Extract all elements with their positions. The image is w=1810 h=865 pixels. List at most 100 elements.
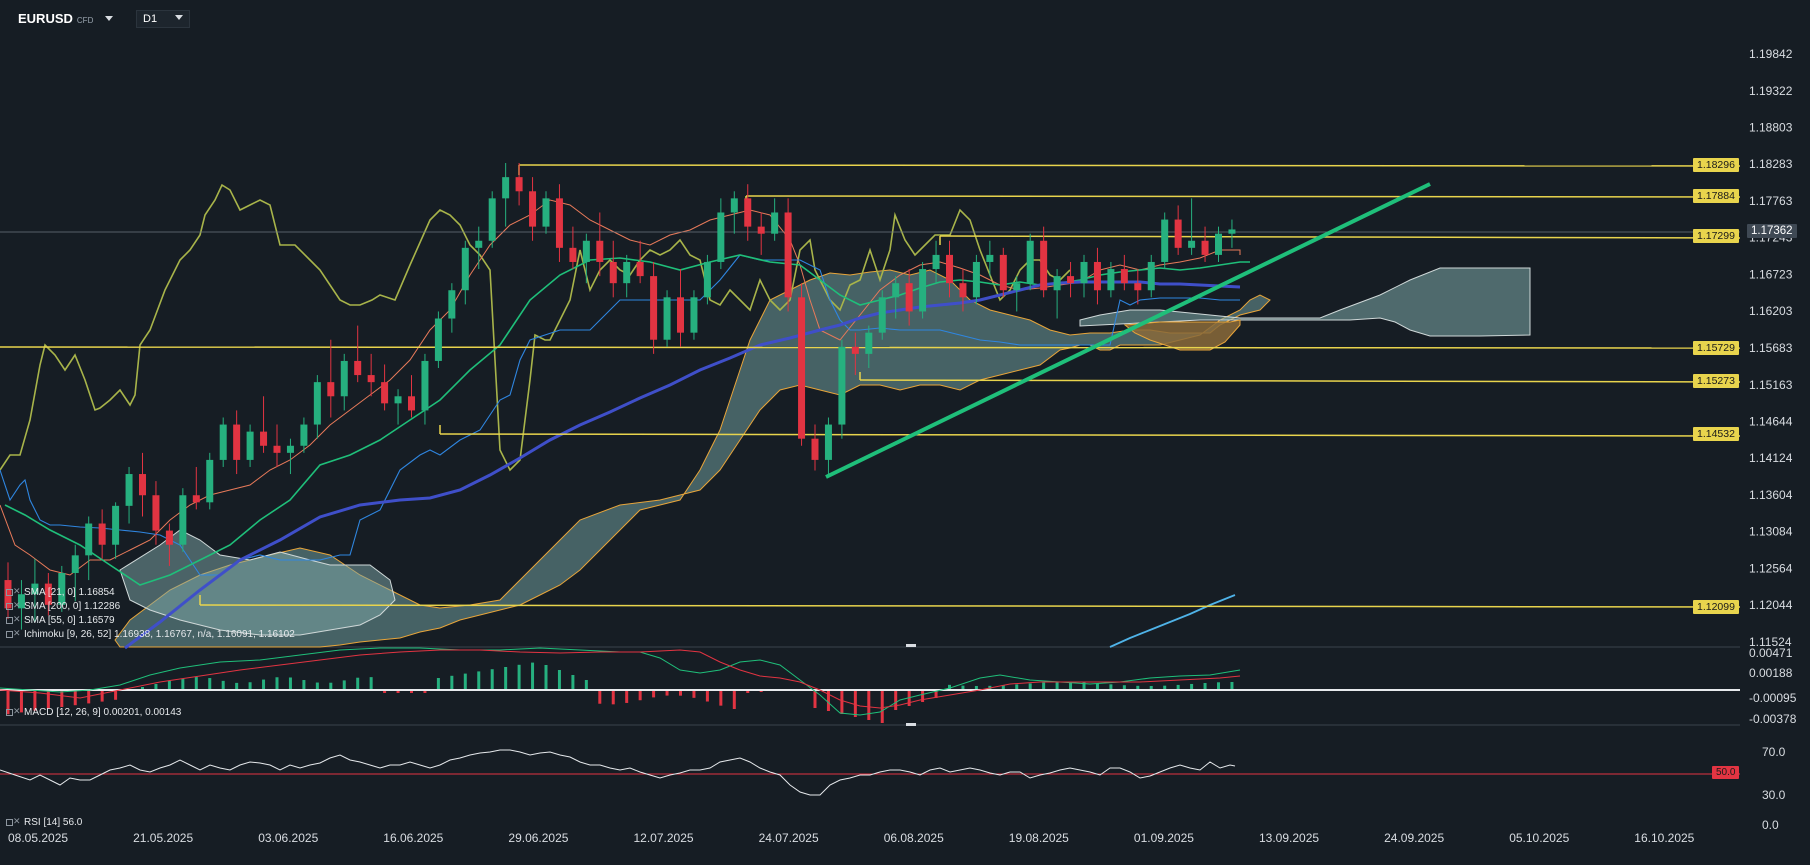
date-axis-label: 21.05.2025 [133, 831, 193, 845]
candle-body [354, 360, 362, 376]
macd-histogram-bar [1217, 682, 1220, 690]
trendline[interactable] [825, 182, 1431, 479]
date-axis[interactable]: 08.05.2025 21.05.2025 03.06.2025 16.06.2025… [8, 831, 1695, 845]
eye-icon[interactable] [6, 614, 21, 625]
candle-body [152, 495, 160, 531]
macd-histogram-bar [60, 690, 64, 707]
macd-axis-label: -0.00378 [1749, 712, 1797, 726]
price-axis[interactable]: 1.198421.193221.188031.182831.177631.172… [1749, 47, 1793, 649]
candle-body [98, 523, 106, 545]
eye-icon[interactable] [6, 706, 21, 717]
date-axis-label: 13.09.2025 [1259, 831, 1319, 845]
candle-body [165, 530, 173, 545]
legend-sma21[interactable]: SMA [21, 0] 1.16854 [6, 586, 115, 598]
eye-icon[interactable] [6, 586, 21, 597]
candle-body [488, 198, 496, 241]
macd-histogram-bar [396, 690, 400, 693]
candle-body [206, 459, 214, 503]
macd-histogram-bar [1230, 682, 1234, 690]
macd-histogram-bar [329, 682, 333, 690]
macd-histogram-bar [315, 682, 319, 690]
candle-body [1053, 276, 1061, 291]
macd-histogram-bar [1176, 684, 1180, 690]
candle-body [878, 297, 886, 333]
eye-icon[interactable] [6, 600, 21, 611]
macd-histogram-bar [1028, 683, 1032, 690]
level-line-115273[interactable] [859, 379, 1741, 383]
macd-histogram-bar [1015, 684, 1019, 690]
macd-histogram-bar [342, 680, 346, 690]
legend-sma200[interactable]: SMA [200, 0] 1.12286 [6, 600, 121, 612]
macd-histogram-bar [961, 685, 965, 690]
date-axis-label: 06.08.2025 [884, 831, 944, 845]
candle-body [609, 261, 617, 284]
candle-body [1026, 240, 1034, 284]
macd-histogram-bar [383, 690, 387, 693]
candle-body [408, 396, 415, 411]
rsi-axis: 70.0 30.0 0.0 [1762, 745, 1786, 832]
candle-body [1201, 240, 1209, 255]
chart-toolbar: EURUSD CFD D1 [0, 0, 1810, 36]
pane-resize-handle[interactable] [906, 644, 916, 647]
candle-body [811, 438, 819, 460]
candle-body [946, 254, 953, 284]
level-line-117299[interactable] [939, 235, 1741, 239]
macd-histogram-bar [33, 690, 37, 711]
candle-body [125, 474, 133, 506]
candle-body [851, 346, 859, 354]
level-badge: 1.15729 [1693, 341, 1739, 355]
candle-body [461, 247, 469, 291]
price-axis-label: 1.15163 [1749, 378, 1793, 392]
level-badge: 1.17884 [1693, 189, 1739, 203]
timeframe-selector[interactable]: D1 [136, 10, 191, 28]
macd-histogram-bar [463, 673, 467, 690]
legend-macd[interactable]: MACD [12, 26, 9] 0.00201, 0.00143 [6, 706, 181, 718]
candle-body [1093, 261, 1101, 291]
macd-histogram-bar [1136, 685, 1140, 690]
candle-body [1215, 233, 1222, 255]
symbol-selector[interactable]: EURUSD CFD [18, 11, 114, 26]
current-price-badge: 1.17362 [1747, 224, 1797, 238]
legend-sma55[interactable]: SMA [55, 0] 1.16579 [6, 614, 115, 626]
macd-histogram-bar [490, 669, 494, 690]
candle-body [381, 382, 389, 404]
ichimoku-cloud-left [119, 529, 396, 636]
macd-signal-line [0, 649, 1241, 709]
level-line-117884[interactable] [745, 195, 1741, 198]
legend-label: RSI [14] 56.0 [24, 817, 83, 828]
macd-histogram-bar [934, 690, 938, 698]
eye-icon[interactable] [6, 816, 21, 827]
legend-rsi[interactable]: RSI [14] 56.0 [6, 816, 83, 828]
ichimoku-cloud-upper [1079, 267, 1531, 337]
pane-resize-handle[interactable] [906, 723, 916, 726]
candle-body [730, 198, 738, 213]
macd-histogram-bar [611, 690, 615, 705]
candle-body [448, 290, 456, 319]
macd-histogram-bar [974, 685, 978, 690]
candle-body [1228, 229, 1236, 234]
legend-label: SMA [21, 0] 1.16854 [24, 587, 115, 598]
candle-body [650, 276, 658, 340]
date-axis-label: 16.10.2025 [1634, 831, 1694, 845]
price-axis-label: 1.16203 [1749, 304, 1793, 318]
level-line-112099[interactable] [199, 604, 1741, 608]
symbol-suffix: CFD [76, 16, 94, 25]
candle-body [286, 445, 294, 453]
candle-body [1161, 219, 1169, 262]
macd-line [0, 647, 1241, 716]
level-line-114532[interactable] [439, 433, 1741, 437]
legend-label: SMA [200, 0] 1.12286 [24, 601, 121, 612]
eye-icon[interactable] [6, 628, 21, 639]
level-badge: 1.12099 [1693, 600, 1739, 614]
horizontal-levels[interactable] [0, 164, 1741, 608]
macd-histogram-bar [840, 690, 844, 714]
candle-body [582, 240, 590, 262]
legend-ichimoku[interactable]: Ichimoku [9, 26, 52] 1.16938, 1.16767, n… [6, 628, 295, 640]
ichimoku-cloud-bearish [1123, 319, 1241, 351]
timeframe-label: D1 [143, 13, 158, 25]
macd-histogram-bar [1203, 683, 1207, 690]
level-line-118296[interactable] [518, 164, 1741, 167]
macd-histogram-bar [1042, 682, 1046, 690]
macd-histogram-bar [356, 677, 360, 690]
